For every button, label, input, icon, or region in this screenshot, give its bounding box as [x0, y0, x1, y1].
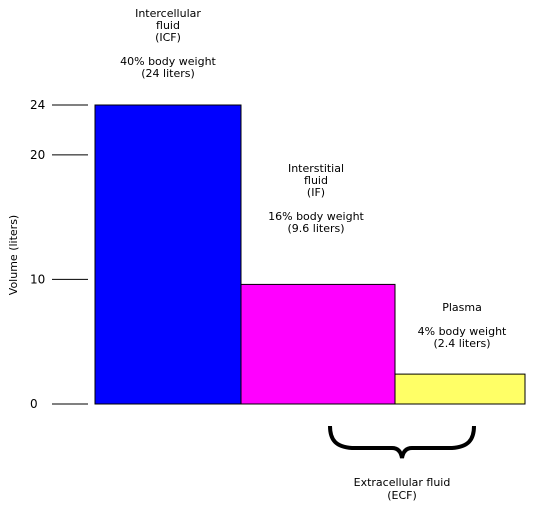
y-tick-label-10: 10 — [30, 272, 45, 286]
bar-label-plasma-2: (2.4 liters) — [433, 337, 490, 350]
bar-label-if-2: (IF) — [307, 186, 325, 199]
y-tick-label-0: 0 — [30, 397, 38, 411]
ecf-label-line1: Extracellular fluid — [354, 476, 451, 489]
bar-label-if-1: fluid — [304, 174, 328, 187]
bar-plasma — [394, 373, 526, 405]
bars — [94, 104, 526, 405]
ecf-label-line2: (ECF) — [387, 489, 417, 502]
y-tick-label-20: 20 — [30, 148, 45, 162]
bar-if — [240, 283, 396, 405]
bar-label-if-3: 16% body weight — [268, 210, 364, 223]
bar-icf — [94, 104, 242, 405]
bar-label-if-0: Interstitial — [288, 162, 344, 175]
bar-label-if-4: (9.6 liters) — [287, 222, 344, 235]
bar-label-icf-4: (24 liters) — [141, 67, 195, 80]
y-axis-title: Volume (liters) — [7, 215, 20, 295]
ecf-bracket — [328, 425, 476, 459]
bar-label-plasma-0: Plasma — [442, 301, 482, 314]
bar-label-icf-3: 40% body weight — [120, 55, 216, 68]
bar-label-icf-1: fluid — [156, 19, 180, 32]
bar-label-plasma-1: 4% body weight — [418, 325, 507, 338]
y-tick-label-24: 24 — [30, 98, 45, 112]
bar-label-icf-2: (ICF) — [155, 31, 181, 44]
bar-label-icf-0: Intercellular — [135, 7, 201, 20]
